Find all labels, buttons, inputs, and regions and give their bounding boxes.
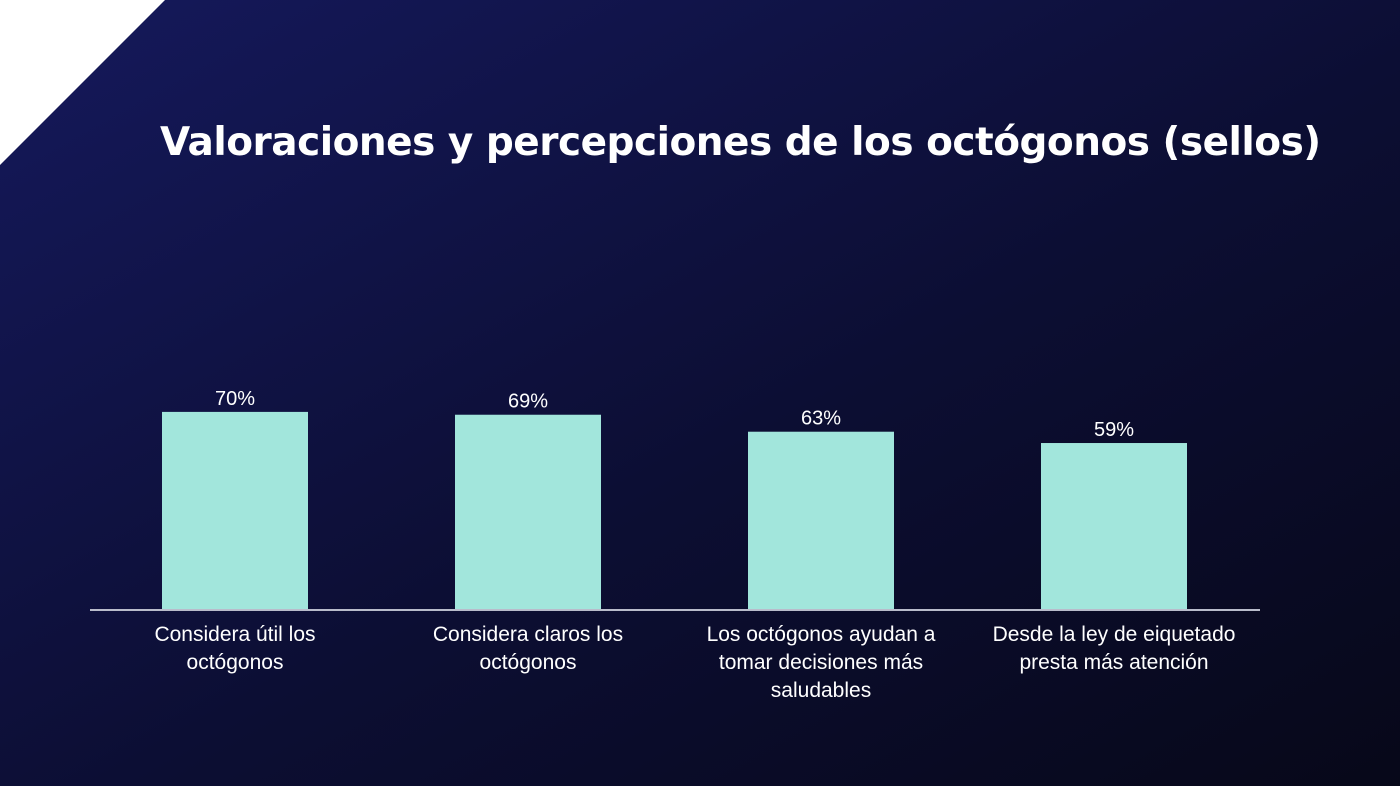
labels-layer: 70% Considera útil los octógonos 69% Conside… bbox=[154, 388, 1235, 702]
category-label-line: saludables bbox=[771, 679, 871, 702]
category-label-line: octógonos bbox=[480, 651, 577, 674]
bars-layer bbox=[162, 411, 1187, 610]
category-label-line: Desde la ley de eiquetado bbox=[993, 623, 1236, 646]
category-label-1: Considera útil los octógonos bbox=[154, 623, 315, 674]
category-label-line: Los octógonos ayudan a bbox=[707, 623, 936, 646]
category-label-line: Considera útil los bbox=[154, 623, 315, 646]
category-label-4: Desde la ley de eiquetado presta más aten… bbox=[993, 623, 1236, 674]
category-label-2: Considera claros los octógonos bbox=[433, 623, 623, 674]
slide-title: Valoraciones y percepciones de los octóg… bbox=[160, 120, 1321, 165]
bar-3 bbox=[748, 431, 894, 610]
category-label-3: Los octógonos ayudan a tomar decisiones m… bbox=[707, 623, 936, 702]
bar-4 bbox=[1041, 443, 1187, 610]
bar-value-label-4: 59% bbox=[1094, 419, 1134, 441]
category-label-line: octógonos bbox=[187, 651, 284, 674]
corner-decoration bbox=[0, 0, 165, 165]
bar-2 bbox=[455, 414, 601, 610]
category-label-line: presta más atención bbox=[1019, 651, 1208, 674]
bar-value-label-3: 63% bbox=[801, 408, 841, 430]
bar-1 bbox=[162, 411, 308, 610]
category-label-line: tomar decisiones más bbox=[719, 651, 923, 674]
bar-value-label-2: 69% bbox=[508, 391, 548, 413]
bar-value-label-1: 70% bbox=[215, 388, 255, 410]
category-label-line: Considera claros los bbox=[433, 623, 623, 646]
